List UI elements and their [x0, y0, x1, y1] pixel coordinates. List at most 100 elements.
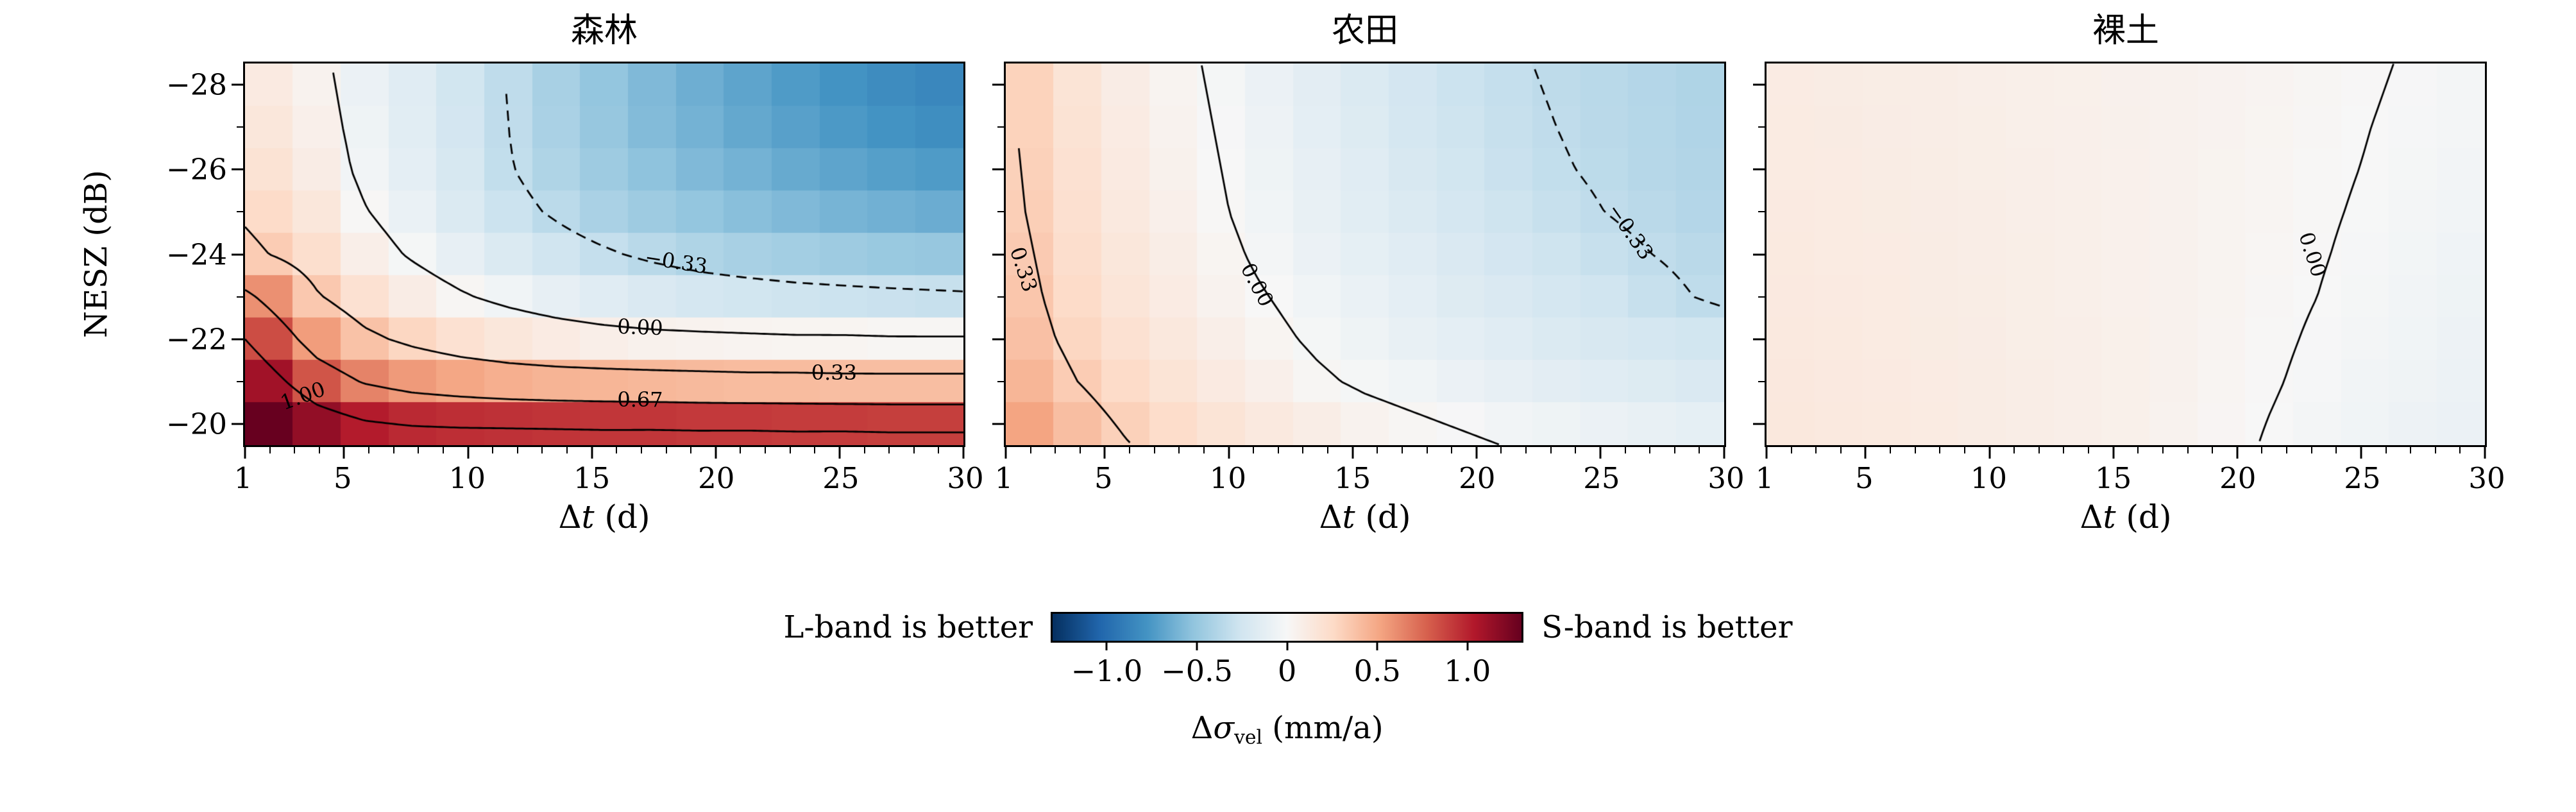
- x-minor-tick: [2187, 447, 2189, 453]
- x-minor-tick: [789, 447, 791, 453]
- x-minor-tick: [1153, 447, 1155, 453]
- x-major-tick: [1765, 447, 1768, 459]
- colorbar-gradient: [1053, 614, 1522, 641]
- y-major-tick: [1753, 423, 1765, 425]
- x-minor-tick: [740, 447, 741, 453]
- x-minor-tick: [1575, 447, 1577, 453]
- heatmap-canvas-baresoil: [1767, 63, 2485, 445]
- x-minor-tick: [1079, 447, 1081, 453]
- x-minor-tick: [1890, 447, 1892, 453]
- y-axis-label: NESZ (dB): [78, 170, 114, 339]
- x-minor-tick: [938, 447, 940, 453]
- y-minor-tick: [1758, 380, 1765, 382]
- x-minor-tick: [1055, 447, 1056, 453]
- panel-title-forest: 森林: [570, 12, 638, 50]
- x-tick-label: 15: [573, 461, 611, 495]
- x-minor-tick: [2137, 447, 2139, 453]
- x-minor-tick: [1550, 447, 1552, 453]
- x-minor-tick: [1377, 447, 1378, 453]
- x-major-tick: [2484, 447, 2486, 459]
- x-tick-label: 15: [2094, 461, 2132, 495]
- x-minor-tick: [1253, 447, 1255, 453]
- x-minor-tick: [541, 447, 543, 453]
- colorbar-tick-mark: [1105, 643, 1108, 651]
- x-tick-labels-farmland: 1 5 10 15 20 25 30: [995, 447, 1745, 496]
- x-minor-tick: [1203, 447, 1205, 453]
- panel-forest: 森林 −28 −26 −24 −22 −20 −0.33 0.00 0.33 0.67 1.00 …: [166, 0, 984, 538]
- x-minor-tick: [1674, 447, 1675, 453]
- y-major-tick: [232, 423, 243, 425]
- x-tick-label: 1: [994, 461, 1013, 495]
- y-minor-tick: [1758, 211, 1765, 213]
- x-minor-tick: [1963, 447, 1965, 453]
- colorbar-tick-label: −1.0: [1071, 654, 1143, 689]
- y-minor-tick: [237, 296, 243, 298]
- x-minor-tick: [1624, 447, 1626, 453]
- x-minor-tick: [1277, 447, 1279, 453]
- x-minor-tick: [2434, 447, 2436, 453]
- x-axis-label-farmland: Δt (d): [1004, 496, 1726, 538]
- x-minor-tick: [318, 447, 320, 453]
- x-minor-tick: [1649, 447, 1651, 453]
- x-minor-tick: [1500, 447, 1502, 453]
- x-minor-tick: [2335, 447, 2337, 453]
- y-minor-tick: [237, 211, 243, 213]
- colorbar-assembly: L-band is better Δσvel (mm/a) −1.0 −0.5 0 0…: [0, 609, 2576, 747]
- x-minor-tick: [690, 447, 692, 453]
- x-minor-tick: [269, 447, 271, 453]
- x-tick-label: 5: [1094, 461, 1113, 495]
- x-tick-label: 1: [1755, 461, 1774, 495]
- panel-title-baresoil: 裸土: [2092, 12, 2159, 50]
- x-major-tick: [1352, 447, 1354, 459]
- contour-label: 0.33: [811, 360, 858, 385]
- plot-area-farmland: −0.33 0.00 0.33: [992, 62, 1726, 459]
- x-major-tick: [1988, 447, 1991, 459]
- colorbar-tick-mark: [1466, 643, 1469, 651]
- y-major-tick: [232, 338, 243, 341]
- y-major-tick: [992, 338, 1004, 341]
- x-minor-tick: [863, 447, 865, 453]
- x-minor-tick: [1030, 447, 1031, 453]
- x-minor-tick: [1939, 447, 1941, 453]
- y-major-tick: [232, 168, 243, 171]
- x-tick-label: 25: [2344, 461, 2381, 495]
- x-minor-tick: [1790, 447, 1792, 453]
- y-minor-tick: [997, 380, 1004, 382]
- plot-area-forest: −28 −26 −24 −22 −20 −0.33 0.00 0.33 0.67 1.00: [166, 62, 965, 459]
- x-tick-label: 15: [1334, 461, 1371, 495]
- x-tick-label: 10: [448, 461, 486, 495]
- x-minor-tick: [1840, 447, 1842, 453]
- x-minor-tick: [1426, 447, 1428, 453]
- plot-area-baresoil: 0.00: [1753, 62, 2487, 459]
- y-tick-label: −24: [166, 237, 227, 271]
- panel-baresoil: 裸土 0.00 1 5 10 15 20 25 30 Δt (d): [1753, 0, 2505, 538]
- delta-symbol: Δ: [1319, 498, 1343, 536]
- x-tick-label: 30: [947, 461, 984, 495]
- x-minor-tick: [1914, 447, 1916, 453]
- x-major-tick: [715, 447, 717, 459]
- x-minor-tick: [2310, 447, 2312, 453]
- y-major-tick: [992, 253, 1004, 255]
- y-major-tick: [992, 168, 1004, 171]
- y-tick-label: −28: [166, 67, 227, 102]
- x-minor-tick: [368, 447, 370, 453]
- x-minor-tick: [516, 447, 518, 453]
- colorbar-left-label: L-band is better: [783, 609, 1033, 645]
- x-tick-label: 25: [822, 461, 860, 495]
- x-major-tick: [244, 447, 246, 459]
- y-major-tick: [232, 83, 243, 86]
- x-minor-tick: [913, 447, 915, 453]
- y-major-tick: [1753, 338, 1765, 341]
- x-minor-tick: [640, 447, 642, 453]
- x-major-tick: [1004, 447, 1007, 459]
- x-minor-tick: [2459, 447, 2461, 453]
- x-minor-tick: [2286, 447, 2288, 453]
- x-minor-tick: [2013, 447, 2015, 453]
- y-minor-tick: [237, 126, 243, 128]
- x-minor-tick: [1525, 447, 1527, 453]
- y-major-tick: [1753, 83, 1765, 86]
- x-minor-tick: [1129, 447, 1131, 453]
- y-major-tick: [992, 423, 1004, 425]
- x-minor-tick: [1178, 447, 1180, 453]
